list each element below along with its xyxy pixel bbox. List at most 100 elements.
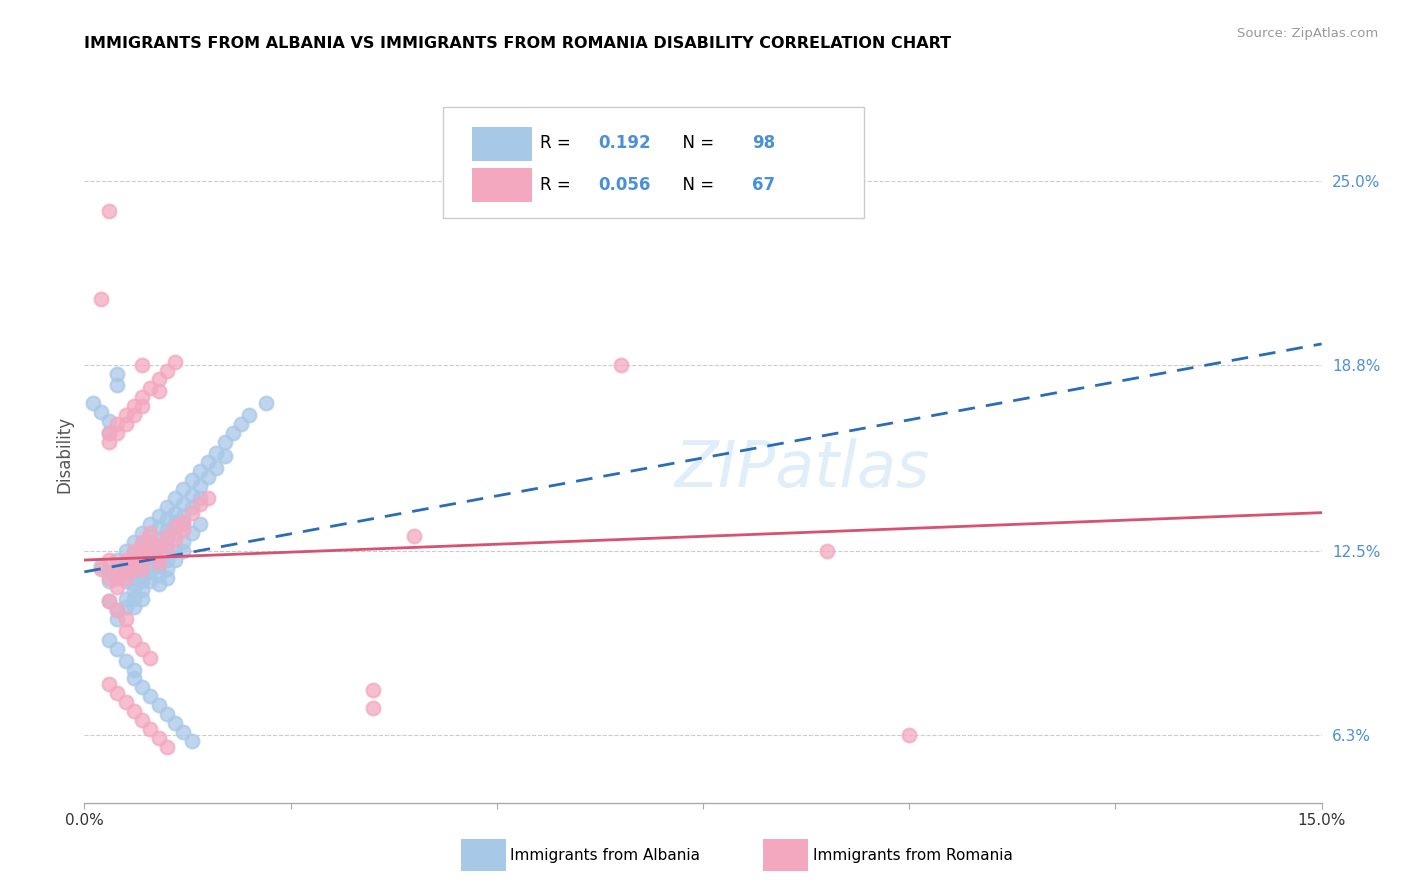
- Point: [98, 414, 121, 428]
- Point: [188, 464, 211, 478]
- Point: [131, 641, 153, 656]
- Point: [172, 515, 194, 529]
- Point: [139, 558, 162, 573]
- Point: [114, 612, 136, 626]
- Point: [148, 384, 170, 399]
- Point: [90, 293, 112, 307]
- Point: [139, 517, 162, 532]
- Point: [165, 715, 187, 730]
- Point: [139, 526, 162, 541]
- Point: [131, 538, 153, 552]
- Point: [197, 455, 219, 469]
- Text: ZIPatlas: ZIPatlas: [675, 438, 929, 500]
- Point: [122, 565, 145, 579]
- Point: [172, 497, 194, 511]
- Point: [139, 650, 162, 665]
- Point: [122, 704, 145, 718]
- Point: [131, 526, 153, 541]
- Point: [361, 701, 384, 715]
- Text: R =: R =: [540, 176, 575, 194]
- Point: [214, 434, 236, 449]
- Point: [172, 517, 194, 532]
- Point: [148, 547, 170, 561]
- Point: [131, 544, 153, 558]
- Point: [122, 408, 145, 422]
- Point: [131, 553, 153, 567]
- Point: [98, 574, 121, 588]
- Point: [98, 594, 121, 608]
- Point: [114, 562, 136, 576]
- Point: [148, 558, 170, 573]
- Text: Immigrants from Romania: Immigrants from Romania: [813, 848, 1012, 863]
- Point: [180, 488, 202, 502]
- Point: [156, 524, 179, 538]
- Point: [139, 690, 162, 704]
- Point: [172, 482, 194, 496]
- Text: Source: ZipAtlas.com: Source: ZipAtlas.com: [1237, 27, 1378, 40]
- Point: [139, 574, 162, 588]
- Point: [131, 567, 153, 582]
- Point: [148, 567, 170, 582]
- Point: [188, 491, 211, 505]
- Point: [98, 565, 121, 579]
- Point: [114, 417, 136, 431]
- Point: [105, 612, 128, 626]
- Point: [229, 417, 252, 431]
- Point: [361, 683, 384, 698]
- Point: [90, 558, 112, 573]
- Point: [165, 533, 187, 547]
- Point: [131, 390, 153, 404]
- Point: [114, 565, 136, 579]
- FancyBboxPatch shape: [443, 107, 863, 219]
- Point: [148, 520, 170, 534]
- Point: [148, 576, 170, 591]
- Point: [172, 544, 194, 558]
- Point: [98, 571, 121, 585]
- Point: [156, 363, 179, 377]
- Point: [114, 544, 136, 558]
- Point: [156, 500, 179, 514]
- Point: [105, 553, 128, 567]
- Point: [105, 571, 128, 585]
- Point: [131, 558, 153, 573]
- Point: [131, 713, 153, 727]
- Point: [122, 535, 145, 549]
- Point: [156, 562, 179, 576]
- Point: [214, 450, 236, 464]
- Point: [180, 733, 202, 747]
- Point: [105, 378, 128, 392]
- Point: [131, 574, 153, 588]
- Point: [90, 562, 112, 576]
- Text: 98: 98: [752, 134, 776, 153]
- Point: [131, 591, 153, 606]
- Point: [105, 367, 128, 381]
- Point: [148, 372, 170, 386]
- Point: [98, 425, 121, 440]
- Point: [131, 535, 153, 549]
- Y-axis label: Disability: Disability: [55, 417, 73, 493]
- Point: [180, 506, 202, 520]
- Point: [105, 580, 128, 594]
- Point: [165, 553, 187, 567]
- Point: [148, 508, 170, 523]
- Text: R =: R =: [540, 134, 575, 153]
- Point: [404, 529, 426, 543]
- Point: [122, 556, 145, 570]
- Point: [188, 497, 211, 511]
- Point: [156, 529, 179, 543]
- Point: [148, 698, 170, 712]
- Point: [188, 517, 211, 532]
- Point: [139, 550, 162, 565]
- Point: [131, 547, 153, 561]
- Point: [156, 739, 179, 754]
- Point: [148, 533, 170, 547]
- Text: N =: N =: [672, 134, 720, 153]
- Point: [114, 695, 136, 709]
- Point: [197, 470, 219, 484]
- Point: [139, 535, 162, 549]
- Point: [815, 544, 838, 558]
- Point: [131, 582, 153, 597]
- Text: 67: 67: [752, 176, 776, 194]
- Point: [165, 354, 187, 368]
- Text: N =: N =: [672, 176, 720, 194]
